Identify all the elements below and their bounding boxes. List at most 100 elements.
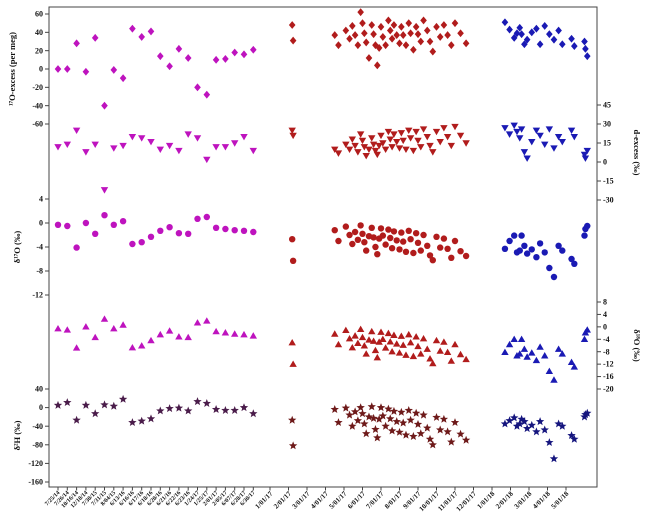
data-point: [451, 237, 459, 245]
data-point: [91, 333, 99, 341]
data-point: [362, 152, 370, 160]
data-point: [583, 408, 592, 417]
data-point: [377, 225, 385, 232]
data-point: [138, 239, 145, 246]
data-point: [119, 321, 127, 328]
data-point: [193, 135, 202, 142]
data-point: [568, 255, 575, 263]
y-tick-label: 0: [39, 219, 43, 228]
data-point: [568, 34, 575, 43]
axis-title-delta-2H: δ²H (‰): [12, 420, 22, 450]
data-point: [550, 35, 558, 44]
data-point: [456, 429, 465, 438]
data-point: [412, 333, 420, 340]
series-winter2018-o17-excess: [501, 18, 591, 61]
data-point: [362, 38, 370, 47]
data-point: [249, 409, 258, 418]
data-point: [457, 248, 464, 255]
data-point: [462, 39, 470, 48]
data-point: [558, 421, 567, 430]
data-point: [221, 144, 230, 151]
data-point: [554, 419, 563, 428]
data-point: [119, 218, 127, 225]
x-tick-label: 8/01/17: [383, 489, 404, 510]
data-point: [110, 221, 118, 228]
data-point: [582, 44, 589, 53]
data-point: [426, 252, 434, 259]
data-point: [419, 334, 428, 342]
data-point: [101, 101, 108, 110]
y-tick-label: 20: [35, 46, 43, 55]
data-point: [250, 45, 257, 54]
y-tick-label: 0: [39, 65, 43, 74]
data-point: [118, 394, 128, 403]
data-point: [559, 40, 566, 49]
data-point: [447, 142, 455, 150]
data-point: [501, 348, 509, 356]
data-point: [64, 222, 71, 230]
data-point: [369, 337, 378, 344]
data-point: [401, 430, 411, 439]
data-point: [406, 339, 415, 346]
data-point: [390, 21, 398, 29]
data-point: [385, 16, 392, 25]
data-point: [533, 254, 540, 261]
data-point: [447, 357, 455, 364]
data-point: [375, 44, 383, 52]
data-point: [109, 401, 118, 410]
panel-delta-17O: 4 0 -4 -8 -12 δ¹⁷O (‰): [12, 195, 591, 300]
series-summer2017-d-excess: [288, 123, 470, 160]
data-point: [523, 353, 531, 360]
data-point: [516, 350, 524, 357]
data-point: [288, 339, 296, 346]
data-point: [353, 416, 363, 425]
data-point: [231, 140, 239, 147]
data-point: [386, 26, 394, 35]
data-point: [110, 325, 118, 332]
data-point: [368, 224, 375, 231]
data-point: [128, 418, 137, 427]
data-point: [147, 233, 155, 240]
data-point: [288, 21, 296, 29]
data-point: [443, 348, 452, 356]
data-point: [532, 127, 541, 135]
data-point: [423, 423, 432, 432]
data-point: [230, 405, 239, 414]
data-point: [409, 352, 418, 360]
data-point: [374, 414, 384, 423]
data-point: [212, 224, 220, 231]
data-point: [555, 26, 562, 35]
y-tick-label: 15: [603, 139, 611, 148]
data-point: [390, 228, 398, 235]
data-point: [388, 144, 396, 151]
data-point: [110, 66, 118, 74]
data-point: [424, 242, 431, 249]
data-point: [63, 326, 71, 333]
x-tick-label: 7/01/17: [365, 489, 386, 510]
data-point: [390, 331, 398, 338]
data-point: [203, 317, 211, 324]
data-point: [138, 33, 145, 41]
data-point: [536, 343, 544, 350]
y-tick-label: -8: [603, 347, 610, 356]
data-point: [515, 419, 524, 428]
data-point: [528, 28, 536, 37]
data-point: [571, 42, 578, 50]
y-tick-label: -4: [36, 243, 43, 252]
x-tick-label: 4/01/18: [531, 489, 552, 510]
data-point: [381, 344, 390, 351]
data-point: [354, 236, 362, 243]
data-point: [379, 33, 387, 41]
data-point: [345, 334, 354, 342]
data-point: [381, 421, 390, 430]
data-point: [440, 125, 448, 132]
y-tick-label: -4: [603, 335, 610, 344]
data-point: [54, 144, 62, 151]
data-point: [414, 342, 422, 350]
data-point: [554, 345, 563, 352]
data-point: [330, 405, 339, 414]
data-point: [375, 142, 383, 150]
data-point: [457, 29, 464, 38]
y-tick-label: -80: [32, 440, 43, 449]
data-point: [580, 151, 589, 159]
